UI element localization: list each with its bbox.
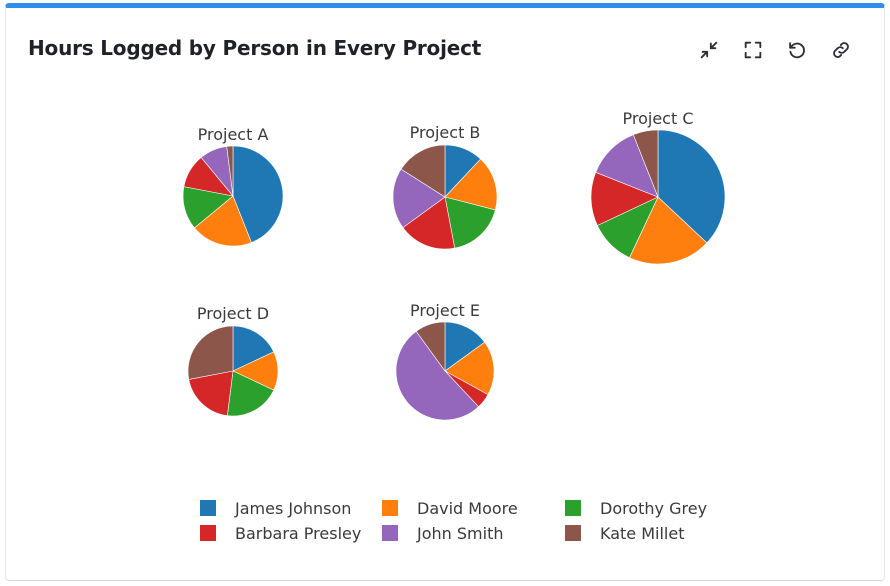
- pie-title: Project B: [410, 123, 481, 142]
- legend-swatch: [382, 525, 398, 541]
- pie-slice-john-smith[interactable]: [595, 134, 659, 198]
- collapse-button[interactable]: [695, 36, 722, 63]
- pie-title: Project A: [198, 125, 269, 144]
- pie-slice-john-smith[interactable]: [395, 330, 479, 421]
- legend-label: Barbara Presley: [235, 524, 361, 543]
- link-button[interactable]: [827, 36, 854, 63]
- pie-slice-david-moore[interactable]: [444, 158, 498, 211]
- pie-project-d: Project D: [187, 304, 279, 417]
- pie-title: Project D: [197, 304, 269, 323]
- pie-project-c: Project C: [590, 109, 726, 265]
- legend-label: Dorothy Grey: [600, 499, 707, 518]
- legend-swatch: [565, 500, 581, 516]
- pie-slice-john-smith[interactable]: [392, 168, 446, 228]
- pie-slice-james-johnson[interactable]: [232, 325, 275, 372]
- pie-slice-kate-millet[interactable]: [187, 325, 234, 380]
- link-icon: [832, 41, 849, 58]
- card-toolbar: [695, 36, 854, 63]
- pie-slice-james-johnson[interactable]: [657, 129, 726, 244]
- pie-slice-kate-millet[interactable]: [632, 129, 659, 198]
- pie-slice-barbara-presley[interactable]: [188, 370, 234, 416]
- pie-slice-barbara-presley[interactable]: [590, 171, 659, 226]
- legend-item-kate-millet[interactable]: Kate Millet: [565, 524, 684, 543]
- pie-slice-barbara-presley[interactable]: [402, 196, 456, 250]
- legend-item-john-smith[interactable]: John Smith: [382, 524, 503, 543]
- pie-slice-dorothy-grey[interactable]: [227, 370, 275, 417]
- pie-title: Project E: [410, 301, 480, 320]
- legend-item-dorothy-grey[interactable]: Dorothy Grey: [565, 499, 707, 518]
- pie-slice-kate-millet[interactable]: [226, 145, 234, 197]
- pie-slice-david-moore[interactable]: [194, 195, 252, 247]
- pie-slice-james-johnson[interactable]: [232, 145, 284, 243]
- legend-label: Kate Millet: [600, 524, 684, 543]
- legend-swatch: [382, 500, 398, 516]
- pie-slice-kate-millet[interactable]: [400, 144, 446, 198]
- legend-label: David Moore: [417, 499, 518, 518]
- pie-slice-david-moore[interactable]: [629, 196, 708, 265]
- pie-project-b: Project B: [392, 123, 498, 250]
- legend-item-barbara-presley[interactable]: Barbara Presley: [200, 524, 361, 543]
- legend-item-david-moore[interactable]: David Moore: [382, 499, 518, 518]
- pie-slice-kate-millet[interactable]: [415, 321, 446, 372]
- legend-swatch: [565, 525, 581, 541]
- pie-project-e: Project E: [395, 301, 495, 421]
- chart-title: Hours Logged by Person in Every Project: [28, 36, 482, 60]
- chart-legend: James Johnson David Moore Dorothy Grey Barb…: [200, 499, 707, 543]
- pie-slice-dorothy-grey[interactable]: [444, 196, 496, 249]
- legend-swatch: [200, 525, 216, 541]
- legend-item-james-johnson[interactable]: James Johnson: [200, 499, 351, 518]
- chart-card: Hours Logged by Person in Every Project: [5, 3, 885, 581]
- refresh-button[interactable]: [783, 36, 810, 63]
- legend-label: John Smith: [416, 524, 503, 543]
- fullscreen-icon: [744, 41, 761, 58]
- refresh-icon: [788, 41, 805, 58]
- pie-project-a: Project A: [182, 125, 284, 247]
- legend-label: James Johnson: [234, 499, 351, 518]
- legend-swatch: [200, 500, 216, 516]
- collapse-icon: [700, 41, 717, 58]
- pie-slice-david-moore[interactable]: [444, 341, 495, 396]
- pie-title: Project C: [623, 109, 694, 128]
- fullscreen-button[interactable]: [739, 36, 766, 63]
